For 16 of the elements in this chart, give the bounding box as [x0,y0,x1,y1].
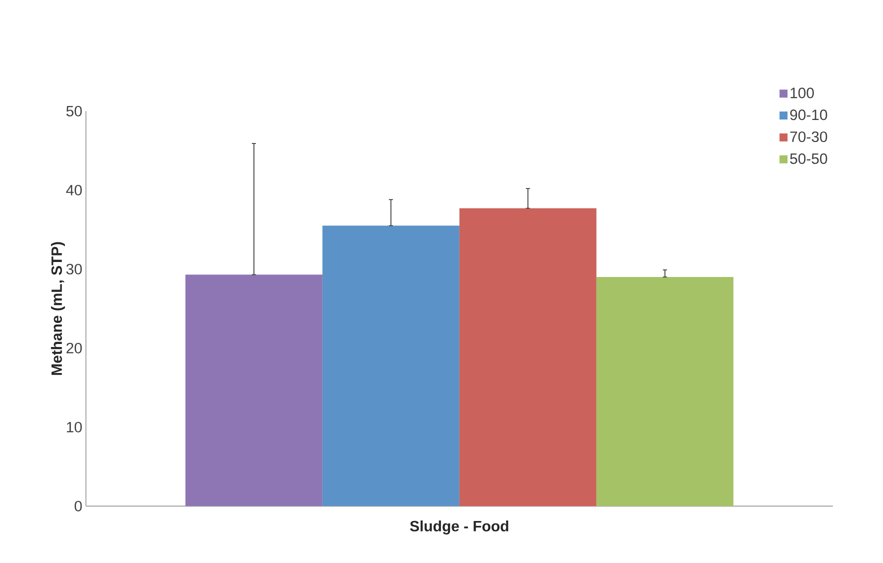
legend-label: 50-50 [790,153,828,164]
y-tick-label: 30 [66,264,82,274]
y-tick-label: 20 [66,342,82,354]
y-axis-title: Methane (mL, STP) [51,242,65,375]
legend-label: 90-10 [790,110,828,120]
bar [185,274,322,506]
bar [596,277,734,506]
legend-label: 70-30 [790,131,828,142]
y-tick-label: 50 [66,106,82,116]
y-tick-label: 40 [66,184,82,196]
bar [459,208,596,506]
x-axis-title: Sludge - Food [410,520,508,534]
y-tick-label: 10 [66,422,82,432]
y-tick-label: 0 [74,500,82,512]
legend-label: 100 [790,88,814,98]
bar [322,226,460,506]
